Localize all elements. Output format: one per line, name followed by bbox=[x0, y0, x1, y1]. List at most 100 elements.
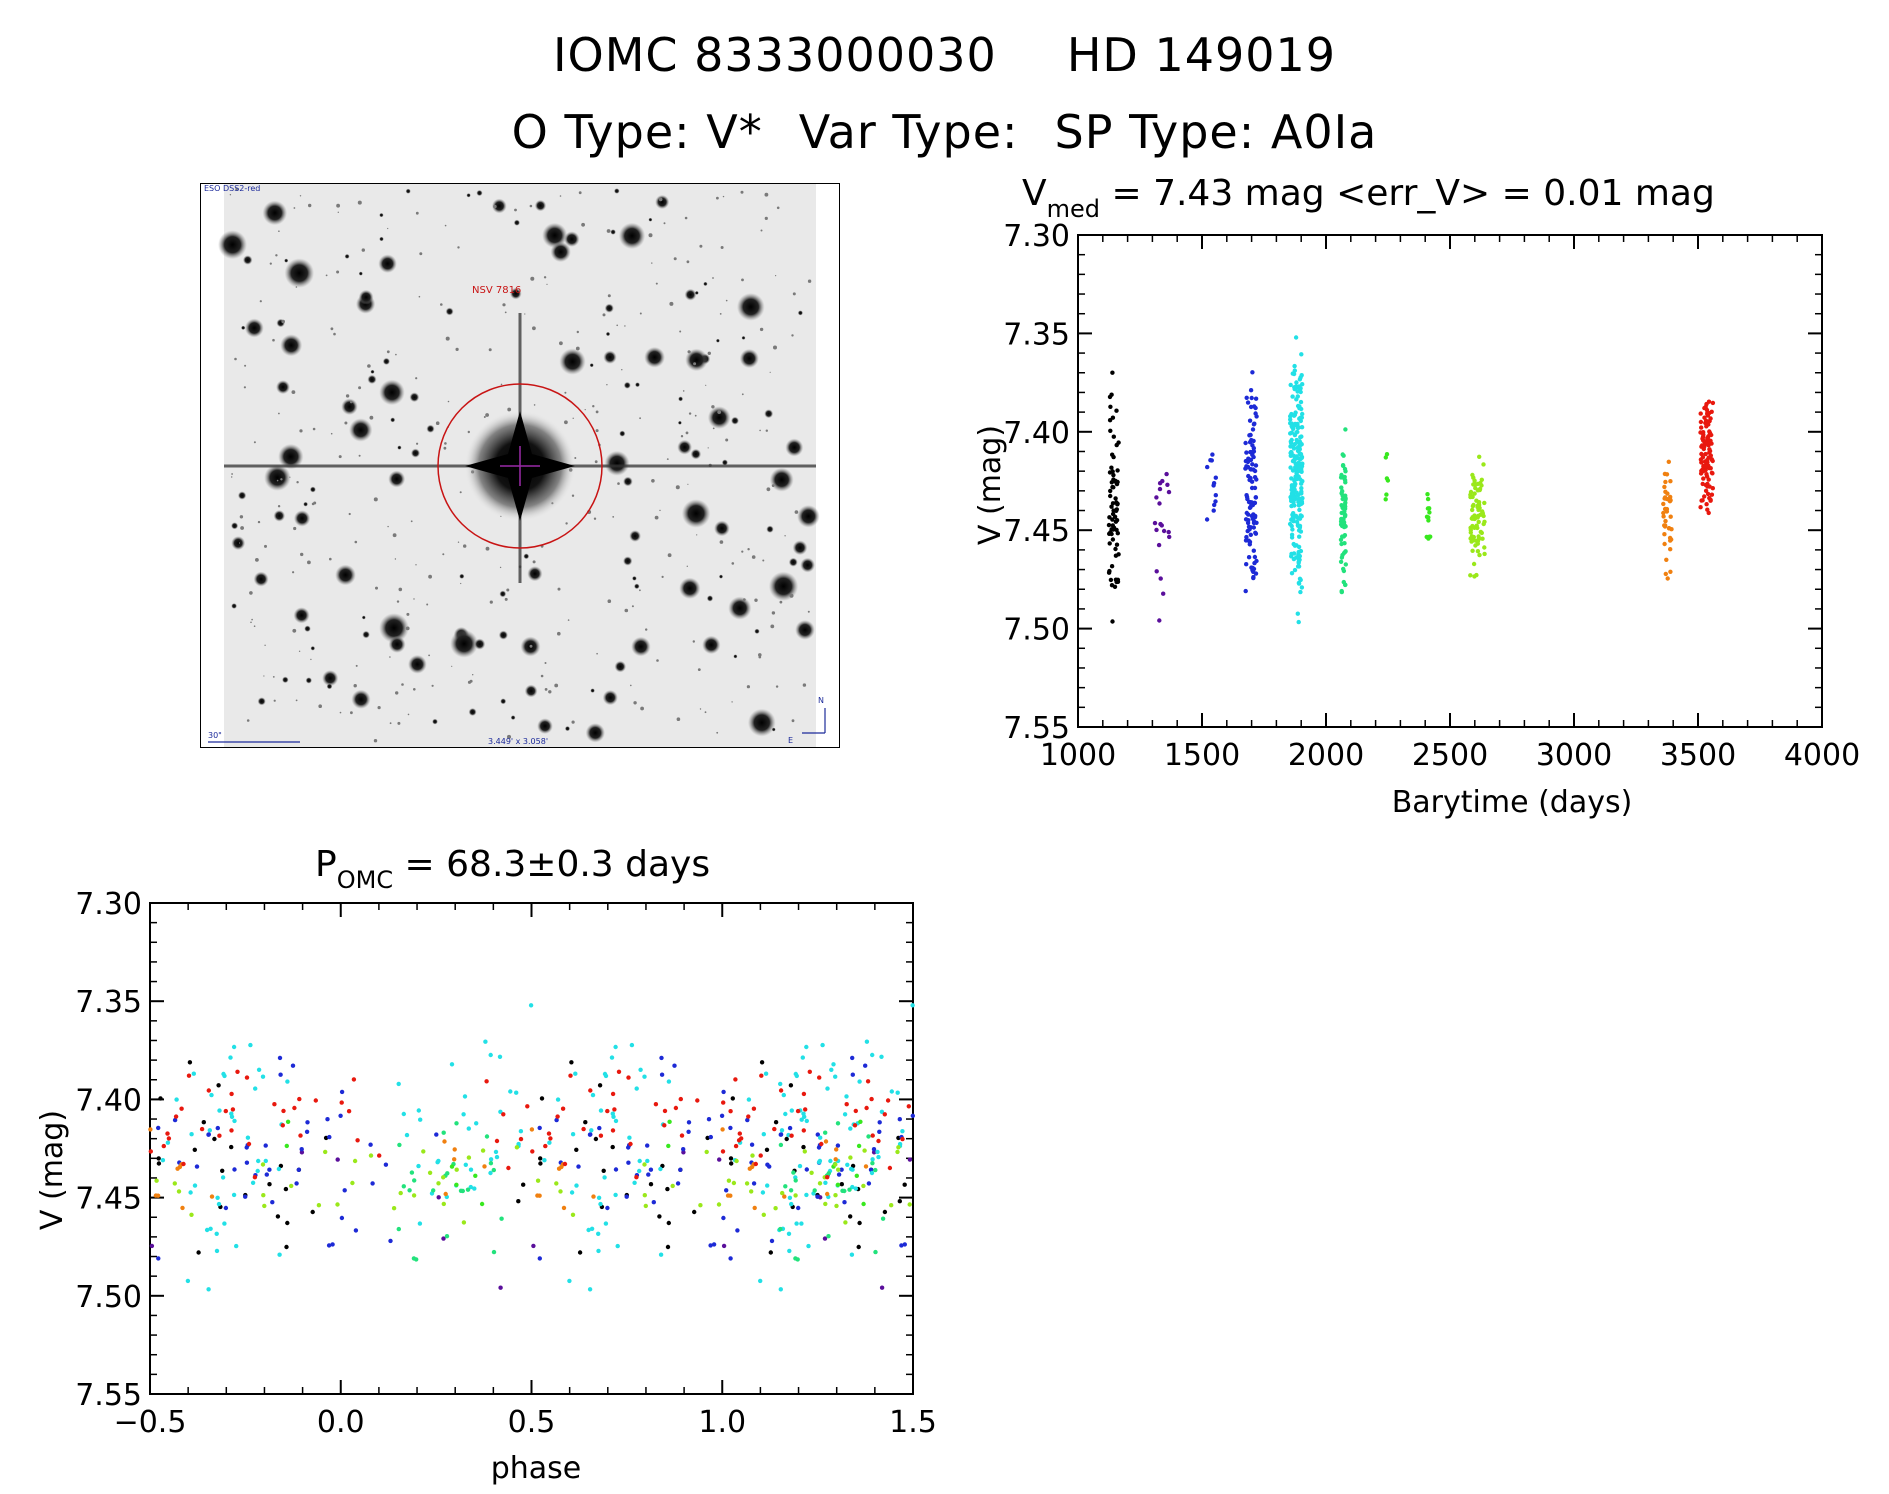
light-curve-point bbox=[1250, 443, 1255, 448]
sky-star bbox=[264, 464, 291, 491]
phase-curve-ylabel: V (mag) bbox=[35, 1110, 70, 1230]
phase-curve-point bbox=[610, 1091, 616, 1097]
phase-curve-point bbox=[449, 1062, 455, 1067]
sky-faint-star bbox=[389, 656, 391, 658]
sky-faint-star bbox=[740, 190, 744, 194]
light-curve-point bbox=[1470, 503, 1476, 509]
sky-star bbox=[241, 325, 246, 330]
light-curve-point bbox=[1482, 500, 1487, 506]
sky-faint-star bbox=[299, 195, 302, 197]
sky-faint-star bbox=[281, 319, 285, 324]
sky-faint-star bbox=[624, 608, 629, 613]
light-curve-point bbox=[1298, 529, 1304, 534]
light-curve-point bbox=[1296, 564, 1302, 569]
sky-faint-star bbox=[373, 497, 378, 502]
phase-curve-point bbox=[724, 1188, 729, 1193]
light-curve-point bbox=[1661, 510, 1666, 516]
phase-curve-point bbox=[176, 1189, 182, 1194]
sky-faint-star bbox=[296, 481, 299, 484]
sky-faint-star bbox=[279, 218, 282, 221]
sky-faint-star bbox=[571, 494, 575, 497]
phase-curve-point bbox=[815, 1132, 820, 1137]
phase-curve-point bbox=[648, 1182, 654, 1187]
sky-faint-star bbox=[257, 520, 261, 524]
sky-star bbox=[476, 189, 483, 197]
phase-curve-point bbox=[745, 1117, 750, 1123]
phase-curve-point bbox=[698, 1203, 703, 1208]
phase-curve-point bbox=[574, 1147, 579, 1153]
light-curve-point bbox=[1251, 575, 1256, 581]
phase-curve-point bbox=[613, 1118, 619, 1124]
phase-curve-point bbox=[292, 1105, 297, 1111]
light-curve-point bbox=[1160, 478, 1165, 484]
light-curve-point bbox=[1339, 485, 1344, 490]
phase-curve-point bbox=[256, 1067, 262, 1073]
sky-star bbox=[408, 654, 427, 674]
sky-star bbox=[358, 271, 363, 276]
sky-faint-star bbox=[507, 407, 512, 412]
phase-curve-point bbox=[179, 1106, 184, 1111]
scale-label: 30" bbox=[208, 731, 222, 740]
sky-star bbox=[559, 348, 586, 375]
phase-curve-point bbox=[465, 1187, 471, 1192]
phase-curve-point bbox=[555, 1114, 560, 1119]
phase-curve-point bbox=[246, 1141, 252, 1147]
light-curve-point bbox=[1113, 496, 1118, 501]
sky-star bbox=[510, 287, 522, 300]
sky-faint-star bbox=[686, 260, 690, 264]
phase-curve-point bbox=[847, 1187, 852, 1192]
sky-faint-star bbox=[607, 294, 611, 298]
sky-star bbox=[769, 467, 794, 492]
phase-curve-point bbox=[560, 1106, 566, 1111]
sky-star bbox=[766, 525, 774, 533]
phase-curve-point bbox=[310, 1209, 315, 1215]
phase-curve-point bbox=[678, 1167, 683, 1173]
light-curve-point bbox=[1106, 522, 1112, 528]
sky-star bbox=[707, 406, 731, 429]
phase-curve-point bbox=[910, 1003, 915, 1008]
sky-star bbox=[550, 241, 571, 263]
phase-curve-point bbox=[747, 1166, 752, 1171]
phase-curve-point bbox=[494, 1138, 500, 1144]
sky-faint-star bbox=[564, 420, 568, 425]
sky-faint-star bbox=[387, 525, 389, 528]
sky-star bbox=[614, 660, 627, 673]
sky-faint-star bbox=[607, 599, 612, 603]
sky-faint-star bbox=[240, 526, 244, 530]
sky-faint-star bbox=[395, 691, 399, 695]
light-curve-point bbox=[1111, 477, 1116, 482]
light-curve-point bbox=[1161, 528, 1167, 534]
phase-curve-point bbox=[191, 1071, 196, 1076]
sky-faint-star bbox=[764, 216, 768, 220]
phase-curve-point bbox=[223, 1205, 229, 1211]
phase-curve-point bbox=[686, 1129, 691, 1135]
sky-faint-star bbox=[717, 410, 722, 414]
phase-curve-point bbox=[648, 1167, 654, 1172]
phase-curve-point bbox=[232, 1167, 237, 1172]
sky-star bbox=[655, 194, 670, 210]
phase-curve-point bbox=[285, 1119, 291, 1125]
sky-faint-star bbox=[394, 558, 397, 560]
phase-curve-point bbox=[554, 1181, 559, 1186]
sky-faint-star bbox=[758, 653, 762, 657]
phase-curve-point bbox=[784, 1136, 789, 1142]
sky-faint-star bbox=[658, 197, 663, 202]
light-curve-point bbox=[1662, 471, 1668, 477]
sky-star bbox=[432, 718, 438, 725]
sky-faint-star bbox=[612, 516, 615, 518]
phase-curve-point bbox=[794, 1221, 799, 1226]
light-curve-point bbox=[1114, 527, 1119, 533]
sky-faint-star bbox=[532, 326, 536, 331]
light-curve-point bbox=[1114, 408, 1119, 413]
sky-star bbox=[253, 571, 269, 587]
phase-curve-point bbox=[634, 1175, 639, 1180]
phase-curve-point bbox=[848, 1155, 853, 1160]
sky-star bbox=[218, 230, 247, 260]
sky-faint-star bbox=[367, 364, 371, 368]
phase-curve-point bbox=[204, 1227, 210, 1233]
light-curve-point bbox=[1705, 484, 1710, 489]
light-curve-point bbox=[1297, 507, 1302, 513]
phase-curve-point bbox=[243, 1194, 248, 1199]
sky-star bbox=[322, 670, 339, 687]
light-curve-point bbox=[1343, 500, 1348, 505]
